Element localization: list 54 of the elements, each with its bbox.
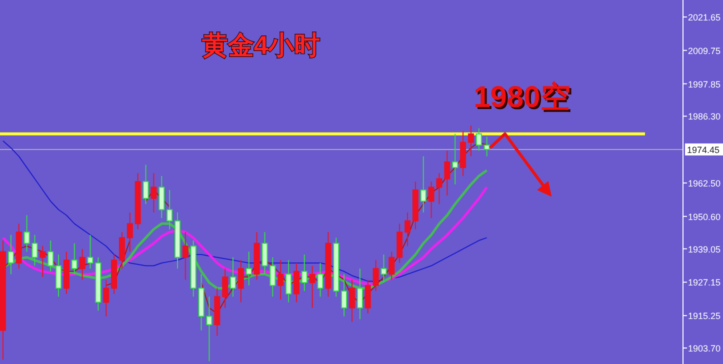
candlestick [126,212,133,252]
candlestick [222,268,228,308]
y-tick-label: 1915.25 [688,311,721,322]
candlestick [348,279,355,322]
candlestick [8,234,14,275]
y-tick-label: 1950.60 [688,212,721,222]
candlestick [468,124,474,157]
candlestick [317,262,324,298]
candlestick [404,212,411,247]
candlestick [364,279,371,314]
candlestick [341,274,348,317]
ref-line-label: 1974.45 [687,144,720,155]
candlestick [356,268,363,320]
candlestick [79,248,86,280]
candlestick [286,260,292,303]
y-tick-label: 1903.70 [688,344,721,354]
candlestick [380,254,387,284]
candlestick [309,265,316,308]
candlestick [301,254,308,292]
candlestick [230,256,236,298]
candlestick [40,246,46,278]
candlestick [278,260,284,300]
annotation: 1980空 [476,82,572,116]
candlestick [484,136,490,157]
candlestick [103,279,110,317]
text: 黄金4小时 [200,30,320,60]
candlestick [71,242,78,275]
candlestick [56,254,62,298]
candlestick [262,232,268,275]
candlestick [444,150,450,196]
y-tick-label: 1939.05 [688,244,721,254]
y-tick-label: 1927.15 [688,278,721,288]
y-tick-label: 1962.50 [688,178,721,188]
candlestick [118,232,125,270]
y-tick-label: 1997.85 [688,79,721,90]
y-tick-label: 1986.30 [688,112,721,122]
candlestick [142,164,149,205]
candlestick [48,240,54,272]
candlestick [87,234,94,270]
candlestick [166,190,173,230]
candlestick [476,128,482,152]
candlestick [293,262,300,303]
candlestick [150,172,157,213]
candlestick [420,156,426,213]
candlestick [246,251,252,286]
candlestick [372,260,379,292]
y-tick-label: 2021.65 [688,12,721,22]
candlestick [270,256,276,298]
candlestick [158,175,165,219]
candlestick [452,133,458,185]
candlestick [388,251,395,280]
candlestick [238,260,244,303]
y-tick-label: 2009.75 [688,46,721,56]
candlestick [182,232,188,280]
